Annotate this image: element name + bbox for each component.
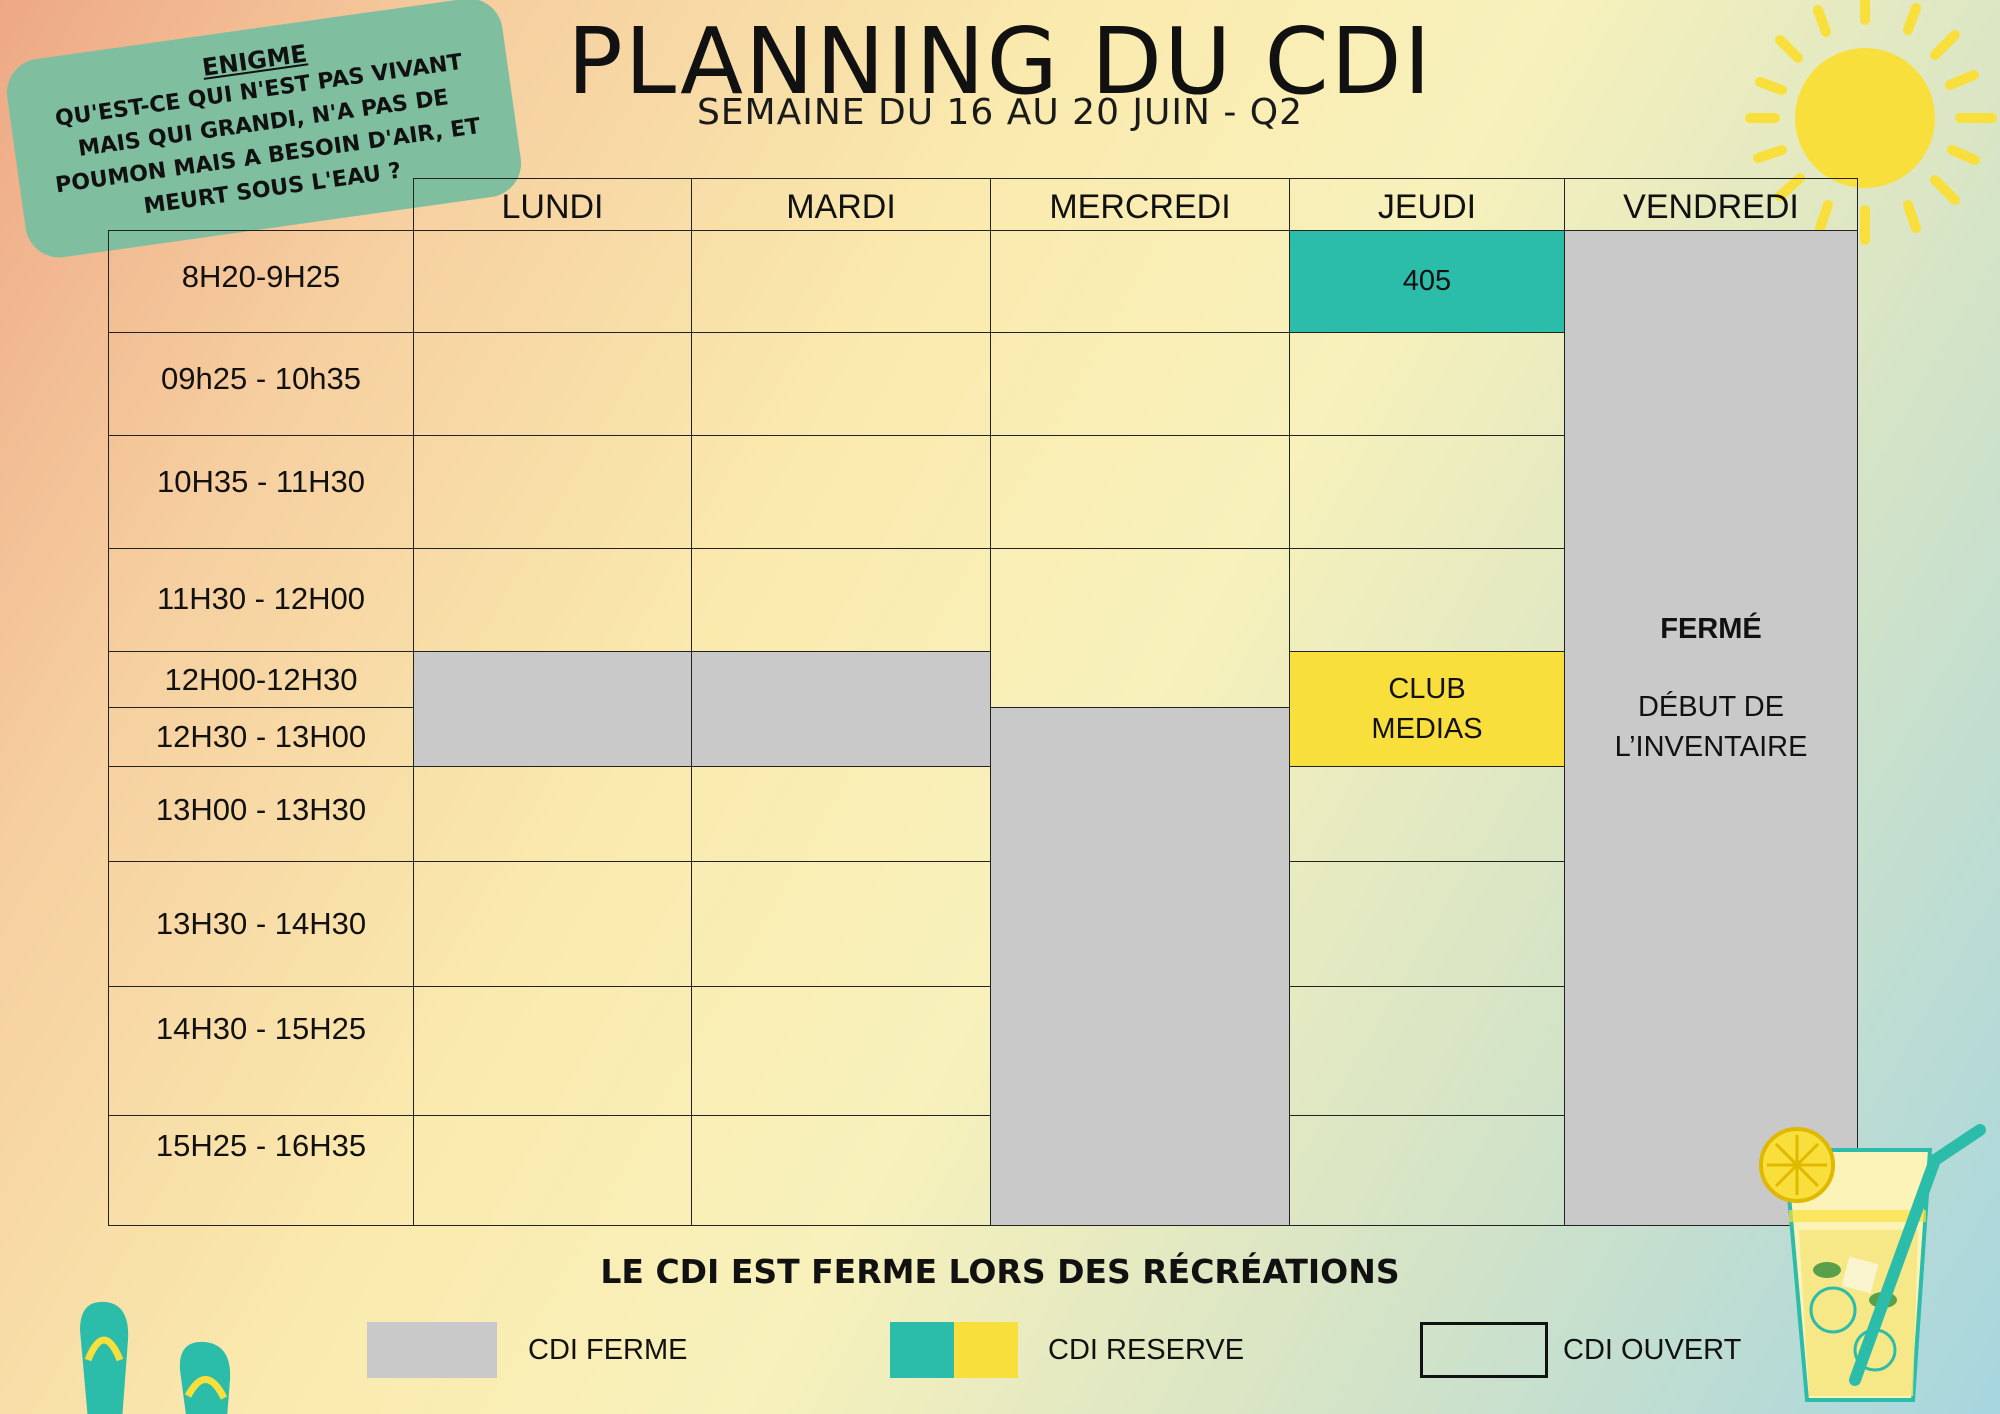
mercredi-slot <box>990 548 1290 708</box>
lemonade-glass-icon <box>1759 1124 1986 1402</box>
legend-reserved-swatch-teal <box>890 1322 954 1378</box>
legend-reserved-swatch-yellow <box>954 1322 1018 1378</box>
lundi-slot <box>413 230 692 333</box>
time-slot: 10H35 - 11H30 <box>108 435 414 549</box>
legend-closed-swatch <box>367 1322 497 1378</box>
club-line-2: MEDIAS <box>1371 713 1483 745</box>
lundi-closed-slot <box>413 651 692 767</box>
mercredi-slot <box>990 332 1290 436</box>
time-slot: 09h25 - 10h35 <box>108 332 414 436</box>
time-slot: 12H00-12H30 <box>108 651 414 708</box>
time-slot: 11H30 - 12H00 <box>108 548 414 652</box>
lundi-slot <box>413 986 692 1116</box>
vendredi-note-2: L’INVENTAIRE <box>1614 731 1808 763</box>
mardi-slot <box>691 230 991 333</box>
lundi-slot <box>413 766 692 862</box>
mercredi-slot <box>990 230 1290 333</box>
mardi-slot <box>691 861 991 987</box>
lundi-slot <box>413 435 692 549</box>
header-lundi: LUNDI <box>413 178 692 231</box>
jeudi-slot <box>1289 1115 1565 1226</box>
header-mardi: MARDI <box>691 178 991 231</box>
mardi-slot <box>691 1115 991 1226</box>
jeudi-club-medias: CLUB MEDIAS <box>1289 651 1565 767</box>
vendredi-note-1: DÉBUT DE <box>1637 691 1785 723</box>
sun-icon <box>1745 0 1997 245</box>
page-subtitle: SEMAINE DU 16 AU 20 JUIN - Q2 <box>696 92 1304 133</box>
header-blank <box>108 178 414 231</box>
mardi-slot <box>691 986 991 1116</box>
mardi-slot <box>691 435 991 549</box>
legend-reserved-label: CDI RESERVE <box>1048 1334 1245 1366</box>
time-slot: 8H20-9H25 <box>108 230 414 333</box>
legend-closed-label: CDI FERME <box>528 1334 688 1366</box>
lundi-slot <box>413 548 692 652</box>
mercredi-closed-afternoon <box>990 707 1290 1226</box>
mardi-slot <box>691 332 991 436</box>
header-vendredi: VENDREDI <box>1564 178 1858 231</box>
header-jeudi: JEUDI <box>1289 178 1565 231</box>
legend-open-swatch <box>1420 1322 1548 1378</box>
mercredi-slot <box>990 435 1290 549</box>
time-slot: 15H25 - 16H35 <box>108 1115 414 1226</box>
jeudi-slot <box>1289 986 1565 1116</box>
mardi-slot <box>691 766 991 862</box>
jeudi-slot <box>1289 332 1565 436</box>
lundi-slot <box>413 1115 692 1226</box>
time-slot: 12H30 - 13H00 <box>108 707 414 767</box>
time-slot: 13H30 - 14H30 <box>108 861 414 987</box>
lundi-slot <box>413 332 692 436</box>
page-title: PLANNING DU CDI <box>567 8 1433 115</box>
jeudi-slot <box>1289 435 1565 549</box>
jeudi-reserved-405: 405 <box>1289 230 1565 333</box>
club-line-1: CLUB <box>1388 673 1466 705</box>
jeudi-slot <box>1289 766 1565 862</box>
lundi-slot <box>413 861 692 987</box>
mardi-slot <box>691 548 991 652</box>
jeudi-slot <box>1289 548 1565 652</box>
jeudi-slot <box>1289 861 1565 987</box>
closure-notice: LE CDI EST FERME LORS DES RÉCRÉATIONS <box>600 1252 1400 1291</box>
time-slot: 13H00 - 13H30 <box>108 766 414 862</box>
legend-open-label: CDI OUVERT <box>1563 1334 1742 1366</box>
flip-flops-icon <box>80 1301 231 1414</box>
vendredi-closed: FERMÉ DÉBUT DE L’INVENTAIRE <box>1564 230 1858 1226</box>
mardi-closed-slot <box>691 651 991 767</box>
header-mercredi: MERCREDI <box>990 178 1290 231</box>
time-slot: 14H30 - 15H25 <box>108 986 414 1116</box>
vendredi-status: FERMÉ <box>1660 613 1762 645</box>
